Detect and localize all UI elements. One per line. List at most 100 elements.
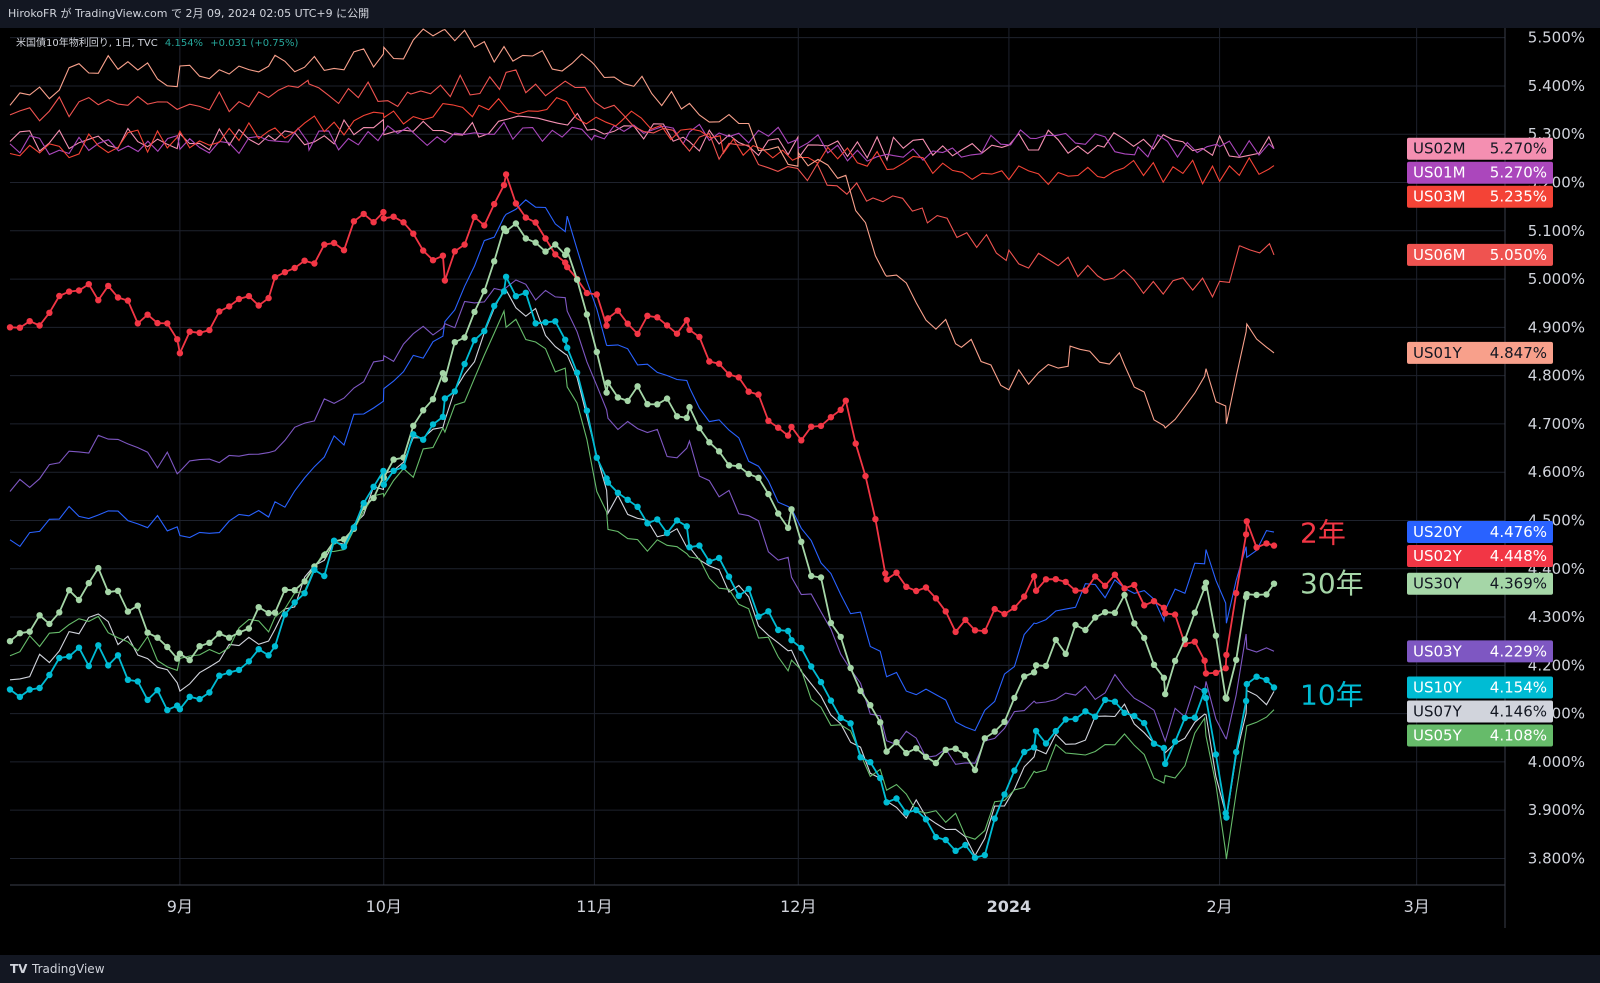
- series-us03m[interactable]: [9, 96, 1275, 186]
- series-point-us02y: [837, 406, 844, 413]
- series-point-us30y: [893, 739, 900, 746]
- series-point-us10y: [1062, 716, 1069, 723]
- series-point-us02y: [788, 423, 795, 431]
- series-point-us30y: [817, 574, 825, 581]
- series-point-us02y: [808, 423, 815, 430]
- series-point-us10y: [154, 687, 161, 694]
- series-point-us10y: [16, 693, 24, 701]
- tag-symbol: US03M: [1413, 188, 1466, 206]
- series-point-us30y: [725, 462, 733, 469]
- last-value-tag-us03y[interactable]: US03Y 4.229%: [1407, 640, 1553, 663]
- series-point-us30y: [755, 474, 762, 481]
- series-point-us30y: [340, 536, 348, 543]
- series-point-us10y: [1030, 744, 1038, 751]
- last-value-tag-us02y[interactable]: US02Y 4.448%: [1407, 545, 1553, 568]
- series-us10y[interactable]: [6, 273, 1278, 861]
- brand-name[interactable]: TradingView: [32, 962, 105, 976]
- series-point-us02y: [583, 289, 591, 297]
- series-line-us03m: [9, 96, 1275, 186]
- series-point-us02y: [735, 374, 742, 381]
- series-point-us30y: [56, 609, 63, 616]
- series-point-us10y: [1160, 744, 1168, 752]
- series-point-us30y: [502, 227, 510, 235]
- series-point-us30y: [291, 587, 298, 594]
- series-point-us02y: [16, 324, 24, 331]
- series-point-us02y: [1263, 540, 1270, 547]
- series-point-us02y: [380, 215, 387, 222]
- series-point-us30y: [1072, 621, 1079, 629]
- series-point-us30y: [593, 348, 600, 356]
- series-point-us10y: [291, 599, 298, 606]
- series-point-us02y: [512, 200, 520, 207]
- series-us01m[interactable]: [9, 121, 1275, 162]
- series-us05y[interactable]: [9, 308, 1275, 860]
- series-point-us30y: [281, 586, 289, 593]
- tag-value: 4.847%: [1490, 344, 1547, 362]
- series-point-us10y: [847, 720, 854, 727]
- series-point-us02y: [673, 330, 681, 337]
- series-line-us02y: [9, 170, 1275, 675]
- series-point-us30y: [663, 395, 671, 402]
- last-value-tag-us30y[interactable]: US30Y 4.369%: [1407, 572, 1553, 595]
- series-point-us30y: [522, 235, 529, 242]
- series-point-us02y: [134, 320, 141, 327]
- series-point-us30y: [1030, 669, 1038, 676]
- last-value-tag-us02m[interactable]: US02M 5.270%: [1407, 137, 1553, 160]
- x-axis-band: [0, 885, 1600, 955]
- series-point-us30y: [206, 639, 213, 646]
- series-point-us30y: [451, 339, 458, 346]
- annotation-label: 30年: [1300, 567, 1364, 600]
- series-point-us02y: [46, 309, 53, 316]
- series-us03y[interactable]: [9, 279, 1275, 765]
- series-point-us30y: [1042, 662, 1050, 670]
- series-point-us02y: [1212, 669, 1220, 676]
- series-point-us10y: [1253, 673, 1260, 680]
- y-tick-label: 5.500%: [1528, 29, 1585, 47]
- series-point-us10y: [65, 653, 73, 660]
- series-point-us10y: [75, 644, 83, 651]
- series-point-us10y: [932, 833, 940, 841]
- last-value-tag-us01m[interactable]: US01M 5.270%: [1407, 161, 1553, 184]
- series-point-us10y: [903, 809, 910, 816]
- series-point-us02y: [6, 324, 14, 331]
- series-point-us10y: [562, 336, 569, 343]
- series-point-us02y: [1160, 604, 1168, 611]
- tag-background: [1407, 572, 1553, 595]
- series-us02y[interactable]: [6, 170, 1278, 677]
- series-point-us02y: [1242, 531, 1250, 538]
- series-point-us30y: [962, 751, 969, 759]
- last-value-tag-us05y[interactable]: US05Y 4.108%: [1407, 724, 1553, 747]
- footer-bar: TV TradingView: [0, 955, 1600, 983]
- series-point-us02y: [1243, 518, 1251, 525]
- last-value-tag-us03m[interactable]: US03M 5.235%: [1407, 185, 1553, 208]
- series-point-us10y: [1092, 713, 1099, 720]
- series-us01y[interactable]: [9, 28, 1275, 429]
- series-point-us02y: [321, 241, 328, 248]
- last-value-tag-us10y[interactable]: US10Y 4.154%: [1407, 676, 1553, 699]
- series-us07y[interactable]: [9, 288, 1275, 857]
- series-point-us30y: [696, 424, 703, 432]
- series-point-us10y: [196, 695, 203, 703]
- series-us06m[interactable]: [9, 69, 1275, 299]
- series-point-us02y: [216, 308, 223, 315]
- series-point-us30y: [583, 311, 591, 318]
- last-value-tag-us01y[interactable]: US01Y 4.847%: [1407, 341, 1553, 364]
- series-point-us10y: [461, 360, 468, 368]
- series-us30y[interactable]: [6, 220, 1278, 774]
- last-value-tag-us07y[interactable]: US07Y 4.146%: [1407, 700, 1553, 723]
- series-point-us02y: [340, 247, 348, 254]
- series-point-us02y: [1072, 587, 1079, 594]
- series-point-us10y: [410, 431, 417, 438]
- tag-value: 4.448%: [1490, 547, 1547, 565]
- series-point-us10y: [321, 572, 328, 580]
- series-point-us30y: [1263, 591, 1270, 598]
- last-value-tag-us20y[interactable]: US20Y 4.476%: [1407, 521, 1553, 544]
- series-point-us10y: [271, 643, 279, 650]
- last-value-tag-us06m[interactable]: US06M 5.050%: [1407, 243, 1553, 266]
- series-point-us02y: [1171, 611, 1179, 618]
- series-point-us30y: [971, 766, 979, 774]
- series-point-us30y: [36, 612, 43, 619]
- series-us02m[interactable]: [9, 112, 1275, 162]
- series-point-us30y: [491, 258, 498, 265]
